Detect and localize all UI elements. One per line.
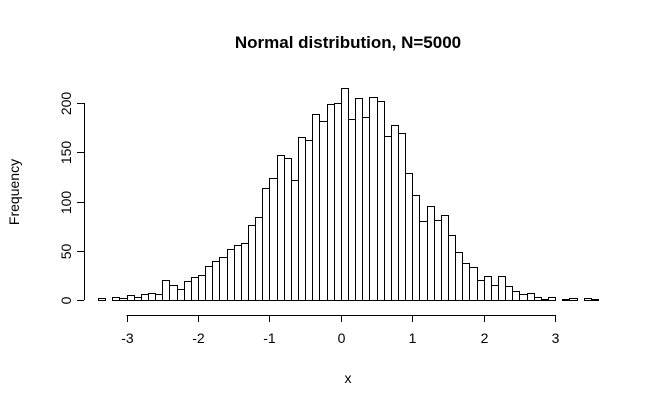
histogram-bar — [377, 101, 385, 301]
histogram-bar — [327, 104, 335, 301]
histogram-bar — [134, 297, 142, 301]
histogram-bars — [98, 88, 599, 301]
histogram-bar — [484, 276, 492, 301]
histogram-bar — [319, 121, 328, 301]
histogram-bar — [248, 225, 256, 301]
histogram-bar — [241, 243, 249, 301]
y-tick-label: 0 — [58, 296, 74, 304]
histogram-bar — [498, 276, 506, 301]
histogram-bar — [355, 98, 363, 301]
x-tick-label: 2 — [481, 330, 489, 346]
histogram-bar — [462, 263, 470, 301]
histogram-bar — [548, 297, 556, 301]
chart-title: Normal distribution, N=5000 — [235, 33, 461, 52]
histogram-bar — [569, 298, 578, 301]
histogram-bar — [448, 235, 456, 301]
histogram-bar — [155, 294, 163, 301]
histogram-bar — [262, 188, 270, 301]
histogram-bar — [191, 277, 199, 301]
histogram-bar — [212, 261, 220, 301]
histogram-bar — [405, 173, 413, 301]
histogram-bar — [205, 266, 213, 301]
histogram-bar — [441, 215, 449, 301]
histogram-bar — [412, 195, 420, 301]
histogram-bar — [491, 285, 499, 301]
histogram-bar — [119, 298, 128, 301]
histogram-bar — [477, 280, 485, 301]
histogram-bar — [591, 299, 599, 301]
y-tick-label: 200 — [58, 92, 74, 116]
histogram-bar — [534, 297, 542, 301]
histogram-bar — [198, 275, 206, 301]
histogram-bar — [234, 245, 242, 301]
histogram-bar — [255, 217, 263, 301]
histogram-bar — [334, 103, 342, 301]
histogram-bar — [184, 281, 192, 301]
histogram-bar — [305, 140, 313, 301]
histogram-bar — [298, 137, 306, 301]
histogram-bar — [384, 136, 392, 301]
x-tick-label: 0 — [338, 330, 346, 346]
histogram-bar — [398, 133, 406, 301]
y-axis-label: Frequency — [6, 159, 22, 225]
y-tick-label: 50 — [58, 244, 74, 260]
x-tick-label: 3 — [552, 330, 560, 346]
histogram-bar — [277, 155, 285, 301]
x-tick-label: -1 — [263, 330, 276, 346]
histogram-bar — [219, 257, 228, 301]
histogram-bar — [348, 119, 356, 301]
histogram-bar — [469, 267, 478, 301]
histogram-bar — [419, 221, 428, 301]
x-axis-label: x — [345, 370, 352, 386]
histogram-bar — [505, 286, 513, 301]
histogram-bar — [427, 206, 435, 301]
x-tick-label: -3 — [121, 330, 134, 346]
histogram-bar — [341, 88, 349, 301]
histogram-bar — [269, 178, 278, 301]
histogram-bar — [312, 114, 320, 301]
x-tick-label: 1 — [409, 330, 417, 346]
histogram-bar — [169, 285, 178, 301]
histogram-bar — [519, 294, 528, 301]
histogram-bar — [434, 220, 442, 301]
histogram-bar — [369, 97, 378, 301]
histogram-bar — [391, 125, 399, 301]
histogram-bar — [584, 298, 592, 301]
histogram-bar — [284, 158, 292, 301]
histogram-bar — [162, 280, 170, 301]
histogram-bar — [541, 299, 549, 301]
histogram-bar — [98, 298, 106, 301]
x-axis: -3 -2 -1 0 1 2 3 — [121, 315, 560, 346]
histogram-bar — [512, 291, 520, 301]
histogram-bar — [141, 294, 149, 301]
x-tick-label: -2 — [192, 330, 205, 346]
histogram-bar — [527, 293, 535, 301]
histogram-bar — [362, 117, 370, 301]
y-tick-label: 150 — [58, 141, 74, 165]
histogram-bar — [291, 180, 299, 301]
histogram-bar — [112, 297, 120, 301]
histogram-bar — [562, 299, 570, 301]
y-tick-label: 100 — [58, 191, 74, 215]
histogram-bar — [455, 252, 463, 301]
y-axis: 0 50 100 150 200 — [58, 92, 85, 304]
histogram-bar — [148, 293, 156, 301]
histogram-bar — [127, 295, 135, 301]
histogram-bar — [177, 289, 185, 301]
histogram-bar — [227, 249, 235, 301]
